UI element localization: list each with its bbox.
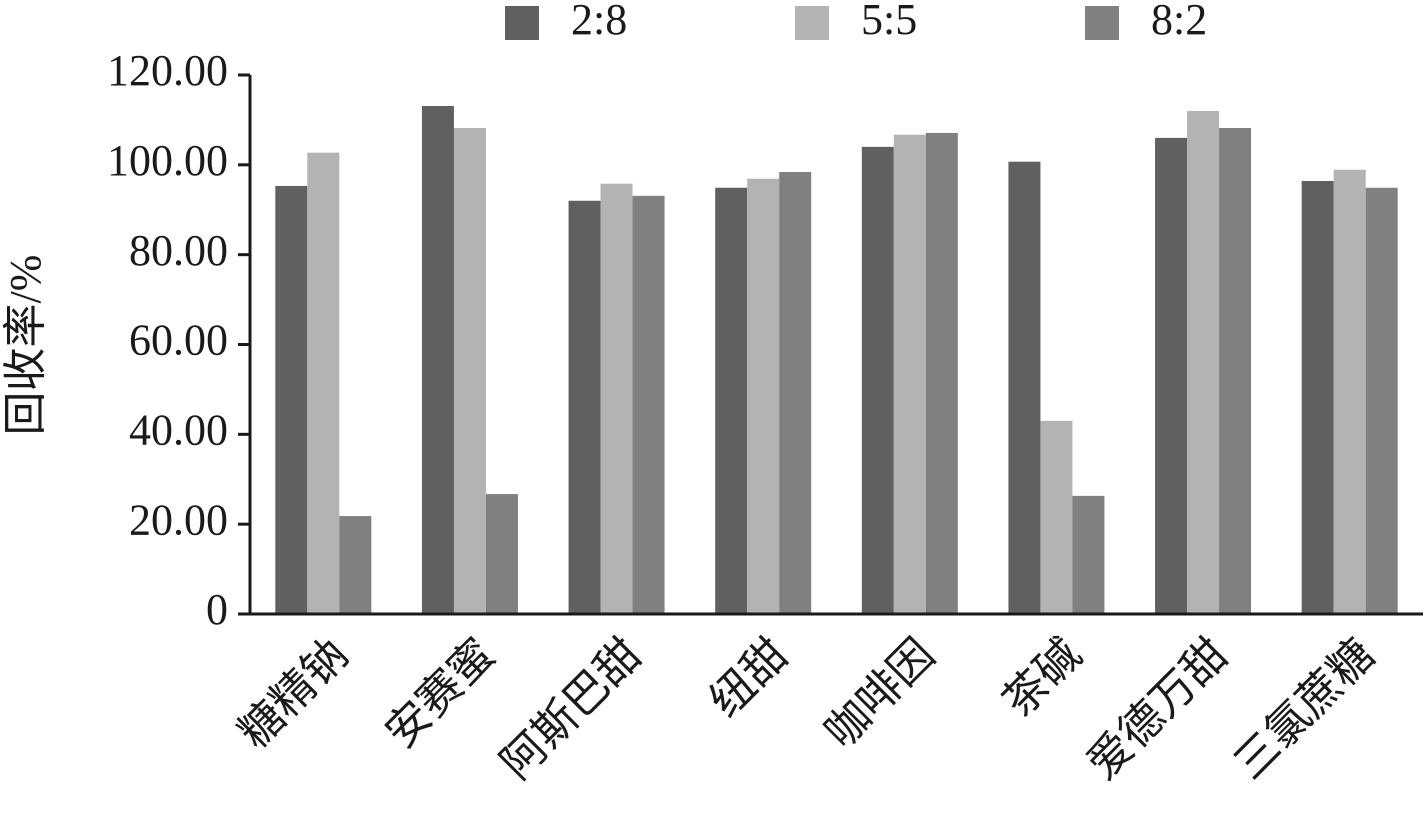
y-axis-label: 回收率/% [1,255,50,436]
bar [275,185,308,615]
legend-swatch [795,6,829,40]
bar [1008,161,1041,615]
bar [1040,420,1073,614]
bar [1365,187,1398,614]
y-tick-label: 40.00 [129,405,228,454]
bar [779,172,812,614]
y-tick-label: 120.00 [107,46,228,95]
bar [600,183,633,614]
bar [1333,169,1366,614]
x-tick-label: 阿斯巴甜 [492,630,651,789]
bar [715,187,748,614]
bar [421,105,454,615]
bar [568,200,601,614]
x-tick-label: 三氯蔗糖 [1225,630,1384,789]
bar [1301,181,1334,614]
bar [861,146,894,614]
legend-label: 2:8 [571,0,627,44]
legend-swatch [505,6,539,40]
y-tick-label: 60.00 [129,316,228,365]
x-tick-label: 糖精钠 [230,630,358,758]
legend-swatch [1085,6,1119,40]
x-tick-label: 纽甜 [701,630,798,727]
x-tick-label: 咖啡因 [816,630,944,758]
y-tick-label: 20.00 [129,495,228,544]
bar [453,128,486,615]
x-tick-label: 安赛蜜 [376,630,504,758]
bar [1155,137,1188,614]
bar [339,516,372,614]
y-tick-label: 0 [206,585,228,634]
x-tick-label: 爱德万甜 [1078,630,1237,789]
bar [925,132,958,614]
bar [893,134,926,614]
x-tick-label: 茶碱 [994,630,1091,727]
y-tick-label: 100.00 [107,136,228,185]
bar [747,178,780,614]
bar [632,195,665,614]
bar [485,494,518,614]
bar [1072,495,1105,614]
y-tick-label: 80.00 [129,226,228,275]
legend-label: 8:2 [1151,0,1207,44]
bar [1219,128,1252,615]
legend-label: 5:5 [861,0,917,44]
bar [307,152,340,615]
bar [1187,110,1220,614]
